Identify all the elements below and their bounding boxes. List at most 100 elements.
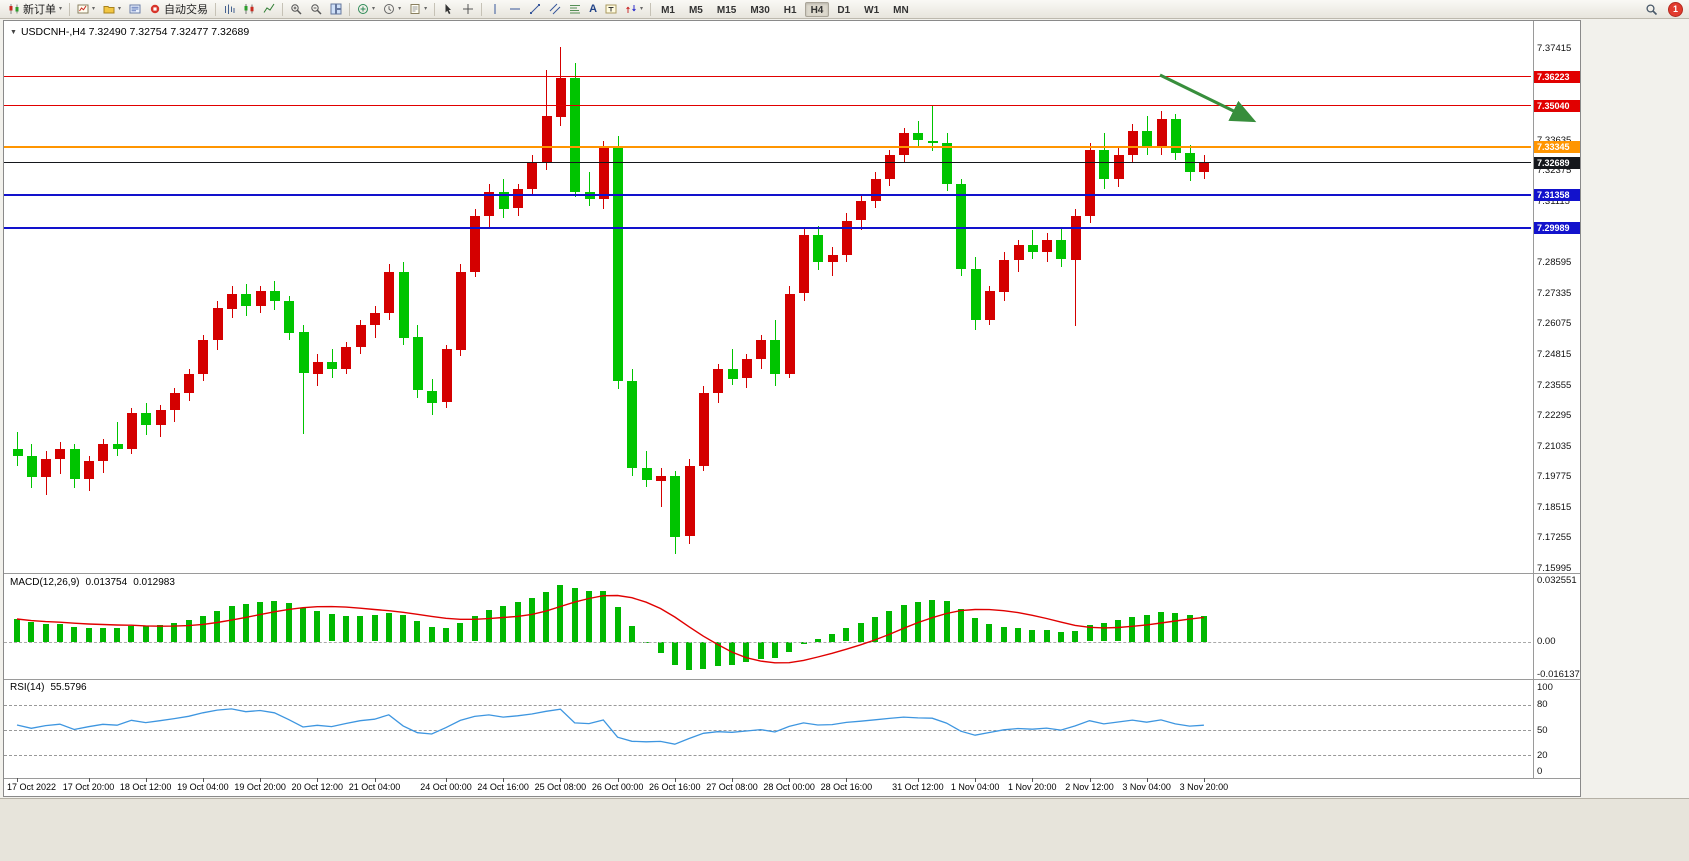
candle-bear xyxy=(113,444,123,449)
candle-bull xyxy=(170,393,180,410)
timeframe-d1-button[interactable]: D1 xyxy=(837,4,851,16)
profiles-button[interactable]: ▾ xyxy=(99,1,125,17)
text-tool-button[interactable]: A xyxy=(585,1,601,17)
current-price-badge: 7.32689 xyxy=(1534,157,1580,169)
trendline-tool-button[interactable] xyxy=(525,1,545,17)
text-label-icon xyxy=(605,4,617,14)
timeframe-mn-button[interactable]: MN xyxy=(893,4,909,16)
macd-pane[interactable] xyxy=(4,573,1580,679)
zoom-out-button[interactable] xyxy=(306,1,326,17)
vertical-line-tool-button[interactable] xyxy=(485,1,505,17)
macd-scale-max: 0.032551 xyxy=(1537,575,1577,586)
rsi-name: RSI(14) xyxy=(10,682,45,693)
macd-histogram-bar xyxy=(128,626,134,642)
candle-bull xyxy=(527,162,537,189)
market-watch-button[interactable] xyxy=(125,1,145,17)
zoom-in-icon xyxy=(291,4,302,15)
macd-histogram-bar xyxy=(314,611,320,642)
arrows-tool-button[interactable]: ▾ xyxy=(621,1,647,17)
autotrading-status-icon xyxy=(150,4,160,14)
macd-histogram-bar xyxy=(529,598,535,643)
zoom-in-button[interactable] xyxy=(286,1,306,17)
macd-histogram-bar xyxy=(543,592,549,643)
timeframe-m1-button[interactable]: M1 xyxy=(661,4,675,16)
tile-windows-button[interactable] xyxy=(326,1,346,17)
macd-main-value: 0.013754 xyxy=(85,577,128,588)
candle-bear xyxy=(1171,119,1181,153)
cursor-tool-button[interactable] xyxy=(438,1,458,17)
time-axis-label: 24 Oct 00:00 xyxy=(420,782,472,792)
time-axis-tick xyxy=(260,778,261,782)
price-axis-label: 7.22295 xyxy=(1537,410,1572,421)
macd-histogram-bar xyxy=(1187,615,1193,643)
channel-tool-button[interactable] xyxy=(545,1,565,17)
new-chart-button[interactable]: ▾ xyxy=(73,1,99,17)
timeframe-m5-button[interactable]: M5 xyxy=(688,4,703,16)
time-axis-label: 27 Oct 08:00 xyxy=(706,782,758,792)
time-axis-tick xyxy=(1147,778,1148,782)
resistance-line[interactable] xyxy=(4,76,1531,77)
chevron-down-icon: ▾ xyxy=(372,6,376,12)
chevron-down-icon: ▾ xyxy=(118,6,122,12)
candle-bull xyxy=(256,291,266,306)
pane-separator[interactable] xyxy=(4,679,1580,680)
macd-histogram-bar xyxy=(786,642,792,653)
chart-collapse-icon[interactable]: ▼ xyxy=(10,28,17,36)
macd-histogram-bar xyxy=(843,628,849,642)
candlestick-chart-button[interactable] xyxy=(239,1,259,17)
macd-zero-line xyxy=(4,642,1531,643)
horizontal-line-icon xyxy=(510,8,521,10)
candle-bull xyxy=(513,189,523,209)
candle-bull xyxy=(156,410,166,425)
new-order-button[interactable]: 新订单 ▾ xyxy=(4,1,66,17)
timeframe-h4-button[interactable]: H4 xyxy=(804,1,830,17)
crosshair-tool-button[interactable] xyxy=(458,1,478,17)
indicators-icon xyxy=(358,4,369,14)
bar-chart-button[interactable] xyxy=(219,1,239,17)
periods-button[interactable]: ▾ xyxy=(379,1,405,17)
text-label-tool-button[interactable] xyxy=(601,1,621,17)
candle-bear xyxy=(642,468,652,481)
autotrading-button[interactable]: 自动交易 xyxy=(145,1,212,17)
indicators-button[interactable]: ▾ xyxy=(353,1,379,17)
candle-bull xyxy=(1071,216,1081,260)
candle-bear xyxy=(1056,240,1066,260)
resistance-line[interactable] xyxy=(4,105,1531,106)
support-line[interactable] xyxy=(4,227,1531,229)
pane-separator[interactable] xyxy=(4,573,1580,574)
time-axis-tick xyxy=(789,778,790,782)
line-chart-button[interactable] xyxy=(259,1,279,17)
macd-histogram-bar xyxy=(986,624,992,642)
new-order-icon xyxy=(9,4,19,14)
resistance-line[interactable] xyxy=(4,146,1531,148)
macd-histogram-bar xyxy=(1087,625,1093,642)
candle-bull xyxy=(1085,150,1095,216)
crosshair-icon xyxy=(463,4,474,14)
templates-button[interactable]: ▾ xyxy=(405,1,431,17)
price-axis-label: 7.26075 xyxy=(1537,318,1572,329)
macd-histogram-bar xyxy=(343,616,349,642)
macd-histogram-bar xyxy=(829,634,835,642)
candle-bear xyxy=(770,340,780,374)
timeframe-m30-button[interactable]: M30 xyxy=(750,4,770,16)
price-axis-label: 7.18515 xyxy=(1537,502,1572,513)
candle-bull xyxy=(599,148,609,199)
macd-histogram-bar xyxy=(1172,613,1178,643)
horizontal-line-tool-button[interactable] xyxy=(505,1,525,17)
notification-badge[interactable]: 1 xyxy=(1668,1,1683,17)
timeframe-w1-button[interactable]: W1 xyxy=(864,4,880,16)
rsi-pane[interactable] xyxy=(4,679,1580,778)
candle-bull xyxy=(1042,240,1052,253)
search-button[interactable] xyxy=(1641,1,1662,17)
macd-histogram-bar xyxy=(700,642,706,669)
candle-bull xyxy=(656,476,666,481)
timeframe-m15-button[interactable]: M15 xyxy=(716,4,737,16)
candle-bear xyxy=(1142,131,1152,148)
new-order-label: 新订单 xyxy=(23,4,56,16)
candle-bull xyxy=(313,362,323,375)
timeframe-h1-button[interactable]: H1 xyxy=(783,4,797,16)
macd-histogram-bar xyxy=(743,642,749,663)
fibonacci-tool-button[interactable] xyxy=(565,1,585,17)
support-line[interactable] xyxy=(4,194,1531,196)
macd-histogram-bar xyxy=(472,616,478,642)
